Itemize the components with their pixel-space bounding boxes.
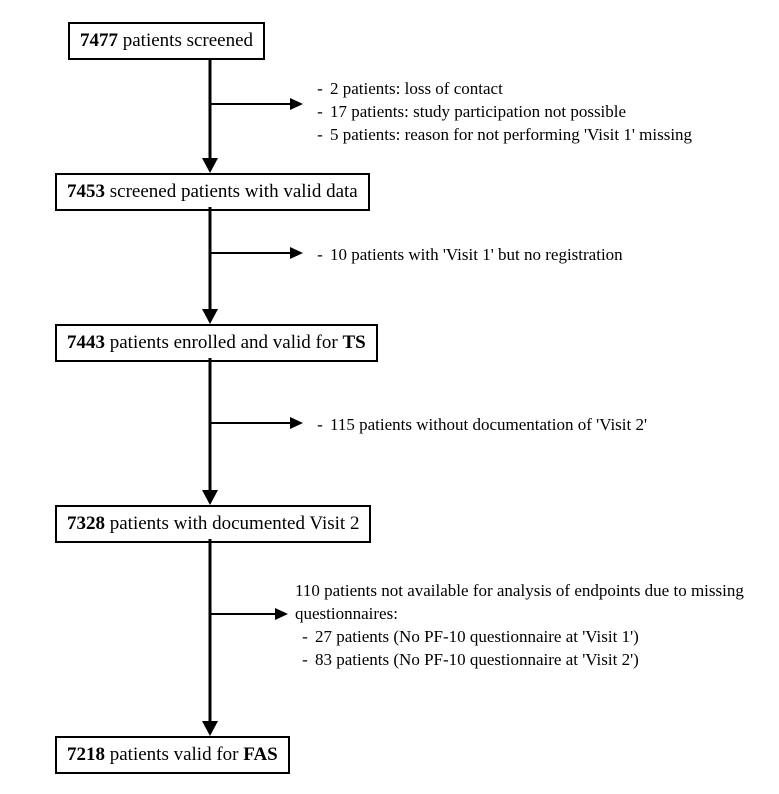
text: patients valid for (105, 744, 243, 765)
annotation-item: 115 patients without documentation of 'V… (330, 414, 647, 437)
flow-box-label: 7453 screened patients with valid data (67, 181, 358, 202)
count: 7443 (67, 332, 105, 353)
annotation-lead: 110 patients not available for analysis … (295, 580, 755, 626)
flow-box-label: 7477 patients screened (80, 30, 253, 51)
down-arrow-icon (202, 207, 218, 324)
tail: TS (342, 332, 365, 353)
flow-box-label: 7328 patients with documented Visit 2 (67, 513, 359, 534)
annotation-item: 2 patients: loss of contact (330, 78, 503, 101)
right-arrow-icon (210, 608, 288, 620)
right-arrow-icon (210, 247, 303, 259)
flow-box-visit2: 7328 patients with documented Visit 2 (55, 505, 371, 543)
annotation-exclusion-2: -10 patients with 'Visit 1' but no regis… (310, 244, 623, 267)
annotation-item: 83 patients (No PF-10 questionnaire at '… (315, 649, 639, 672)
annotation-item: 27 patients (No PF-10 questionnaire at '… (315, 626, 639, 649)
text: patients screened (118, 30, 253, 51)
annotation-item: 5 patients: reason for not performing 'V… (330, 124, 692, 147)
flow-box-fas: 7218 patients valid for FAS (55, 736, 290, 774)
right-arrow-icon (210, 417, 303, 429)
flow-box-ts: 7443 patients enrolled and valid for TS (55, 324, 378, 362)
annotation-item: 10 patients with 'Visit 1' but no regist… (330, 244, 623, 267)
flow-box-valid-data: 7453 screened patients with valid data (55, 173, 370, 211)
count: 7218 (67, 744, 105, 765)
down-arrow-icon (202, 58, 218, 173)
flow-box-label: 7218 patients valid for FAS (67, 744, 278, 765)
flow-box-label: 7443 patients enrolled and valid for TS (67, 332, 366, 353)
count: 7477 (80, 30, 118, 51)
down-arrow-icon (202, 358, 218, 505)
text: screened patients with valid data (105, 181, 358, 202)
right-arrow-icon (210, 98, 303, 110)
text: patients enrolled and valid for (105, 332, 342, 353)
annotation-exclusion-3: -115 patients without documentation of '… (310, 414, 647, 437)
text: patients with documented Visit 2 (105, 513, 359, 534)
tail: FAS (243, 744, 277, 765)
annotation-exclusion-4: 110 patients not available for analysis … (295, 580, 755, 672)
count: 7453 (67, 181, 105, 202)
down-arrow-icon (202, 539, 218, 736)
annotation-item: 17 patients: study participation not pos… (330, 101, 626, 124)
annotation-exclusion-1: -2 patients: loss of contact -17 patient… (310, 78, 692, 147)
count: 7328 (67, 513, 105, 534)
flow-box-screened: 7477 patients screened (68, 22, 265, 60)
